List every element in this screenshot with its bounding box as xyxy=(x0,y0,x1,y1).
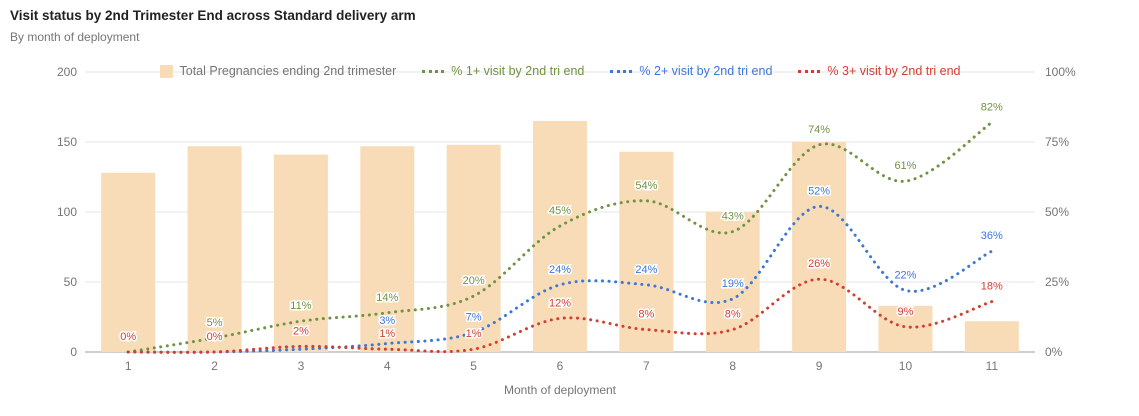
point-label: 54% xyxy=(635,180,657,192)
left-axis-tick-label: 200 xyxy=(57,65,77,79)
right-axis-tick-label: 25% xyxy=(1045,275,1069,289)
point-label: 36% xyxy=(981,230,1003,242)
point-label: 20% xyxy=(463,275,485,287)
point-label: 2% xyxy=(293,325,309,337)
x-axis-tick-label: 3 xyxy=(298,359,305,373)
bar[interactable] xyxy=(273,154,328,352)
chart-subtitle: By month of deployment xyxy=(10,30,140,44)
right-axis-tick-label: 0% xyxy=(1045,345,1063,359)
point-label: 18% xyxy=(981,281,1003,293)
point-label: 74% xyxy=(808,124,830,136)
point-label: 24% xyxy=(635,264,657,276)
point-label: 3% xyxy=(379,315,395,327)
bar[interactable] xyxy=(878,305,933,352)
chart-title: Visit status by 2nd Trimester End across… xyxy=(10,8,416,23)
x-axis-tick-label: 8 xyxy=(729,359,736,373)
bar[interactable] xyxy=(964,321,1019,352)
bar[interactable] xyxy=(360,146,415,352)
point-label: 19% xyxy=(722,278,744,290)
x-axis-tick-label: 11 xyxy=(986,359,999,373)
point-label: 26% xyxy=(808,258,830,270)
x-axis-tick-label: 4 xyxy=(384,359,391,373)
left-axis-tick-label: 50 xyxy=(64,275,78,289)
bar[interactable] xyxy=(187,146,242,352)
x-axis-tick-label: 7 xyxy=(643,359,650,373)
bar[interactable] xyxy=(619,151,674,352)
point-label: 43% xyxy=(722,211,744,223)
point-label: 14% xyxy=(376,292,398,304)
point-label: 0% xyxy=(207,331,223,343)
x-axis-tick-label: 2 xyxy=(211,359,218,373)
point-label: 7% xyxy=(466,311,482,323)
right-axis-tick-label: 75% xyxy=(1045,135,1069,149)
x-axis-tick-label: 1 xyxy=(125,359,132,373)
x-axis-tick-label: 10 xyxy=(899,359,913,373)
bar[interactable] xyxy=(792,142,847,352)
point-label: 8% xyxy=(638,309,654,321)
bar[interactable] xyxy=(533,121,587,352)
point-label: 11% xyxy=(290,300,311,312)
point-label: 12% xyxy=(549,297,571,309)
point-label: 22% xyxy=(894,269,916,281)
point-label: 1% xyxy=(466,328,482,340)
point-label: 45% xyxy=(549,205,571,217)
point-label: 61% xyxy=(894,160,916,172)
line-series-path[interactable] xyxy=(126,277,994,354)
right-axis-tick-label: 100% xyxy=(1045,65,1076,79)
left-axis-tick-label: 100 xyxy=(57,205,77,219)
left-axis-tick-label: 150 xyxy=(57,135,77,149)
point-label: 52% xyxy=(808,185,830,197)
point-label: 24% xyxy=(549,264,571,276)
right-axis-tick-label: 50% xyxy=(1045,205,1069,219)
bar[interactable] xyxy=(446,144,501,352)
x-axis-tick-label: 5 xyxy=(470,359,477,373)
point-label: 1% xyxy=(379,328,395,340)
line-series-path[interactable] xyxy=(126,204,994,354)
x-axis-tick-label: 6 xyxy=(557,359,564,373)
bar[interactable] xyxy=(101,172,156,352)
point-label: 82% xyxy=(981,101,1003,113)
point-label: 8% xyxy=(725,309,741,321)
point-label: 0% xyxy=(120,331,136,343)
point-label: 9% xyxy=(898,306,914,318)
left-axis-tick-label: 0 xyxy=(70,345,77,359)
x-axis-tick-label: 9 xyxy=(816,359,823,373)
line-series-path[interactable] xyxy=(126,120,994,354)
x-axis-title: Month of deployment xyxy=(504,383,617,397)
point-label: 5% xyxy=(207,317,223,329)
